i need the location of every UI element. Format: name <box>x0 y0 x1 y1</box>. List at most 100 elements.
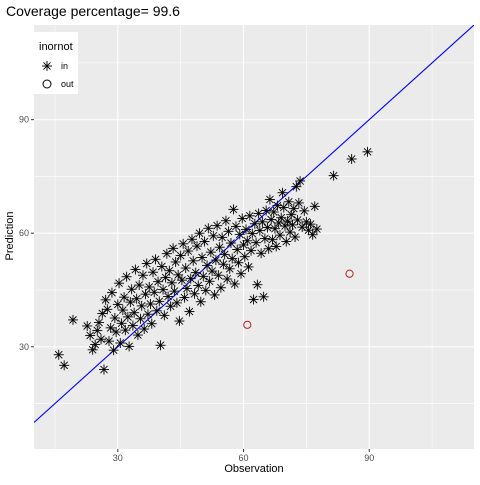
data-point-in <box>198 271 209 282</box>
data-point-in <box>222 274 233 285</box>
data-point-in <box>185 273 196 284</box>
data-point-in <box>176 275 187 286</box>
data-point-in <box>217 232 228 243</box>
data-point-in <box>207 266 218 277</box>
data-point-in <box>212 220 223 231</box>
data-point-in <box>146 318 157 329</box>
data-point-in <box>251 237 262 248</box>
data-point-in <box>288 203 299 214</box>
data-point-in <box>243 261 254 272</box>
data-point-in <box>109 313 120 324</box>
data-point-in <box>205 247 216 258</box>
data-point-in <box>209 289 220 300</box>
data-point-in <box>246 245 257 256</box>
data-point-in <box>197 252 208 263</box>
plot-panel <box>34 25 474 449</box>
data-point-in <box>115 338 126 348</box>
data-point-in <box>122 311 133 322</box>
legend-key-out-icon <box>42 79 52 89</box>
data-point-in <box>190 267 201 278</box>
data-point-in <box>127 320 138 331</box>
data-point-in <box>141 258 152 269</box>
x-axis-label: Observation <box>224 463 283 475</box>
data-point-in <box>108 345 119 356</box>
data-point-in <box>90 339 101 350</box>
x-tick-label: 30 <box>113 453 123 463</box>
data-point-in <box>178 238 189 249</box>
legend-circle-icon <box>42 79 52 89</box>
data-point-in <box>234 229 245 240</box>
data-point-in <box>278 202 289 213</box>
data-point-in <box>130 264 141 275</box>
data-point-in <box>105 322 116 333</box>
data-point-in <box>82 320 93 331</box>
data-point-in <box>193 280 204 291</box>
points-layer <box>53 146 373 375</box>
data-point-in <box>111 327 122 338</box>
data-point-in <box>277 187 288 198</box>
data-point-in <box>237 213 248 224</box>
data-point-in <box>218 259 229 270</box>
data-point-in <box>292 214 303 225</box>
data-point-in <box>268 207 279 218</box>
data-point-in <box>346 154 357 165</box>
data-point-in <box>96 334 107 345</box>
data-point-in <box>151 305 162 316</box>
x-tick-label: 60 <box>239 453 249 463</box>
data-point-in <box>254 225 265 236</box>
data-point-in <box>239 251 250 262</box>
data-point-in <box>295 175 306 186</box>
data-point-in <box>137 270 148 281</box>
legend-box <box>30 32 78 94</box>
data-point-in <box>156 261 167 272</box>
data-point-in <box>328 170 339 181</box>
data-point-in <box>163 291 174 302</box>
data-point-out <box>243 320 252 329</box>
data-point-in <box>281 236 292 247</box>
data-point-in <box>159 310 170 321</box>
data-point-in <box>257 216 268 227</box>
data-point-in <box>117 305 128 316</box>
data-point-in <box>158 284 169 295</box>
data-point-in <box>59 360 70 371</box>
data-point-in <box>195 296 206 307</box>
legend: inornot in out <box>30 32 78 94</box>
legend-label-in: in <box>61 61 68 71</box>
data-point-in <box>150 254 161 265</box>
data-point-in <box>140 289 151 300</box>
data-point-in <box>261 205 272 216</box>
data-point-in <box>224 263 235 274</box>
data-point-in <box>290 232 301 242</box>
data-point-in <box>161 248 172 259</box>
data-point-in <box>210 255 221 266</box>
data-point-in <box>85 330 96 341</box>
data-point-in <box>202 260 213 271</box>
data-point-in <box>271 241 282 252</box>
data-point-in <box>67 314 78 325</box>
data-point-in <box>121 271 132 282</box>
data-point-in <box>258 291 269 302</box>
data-point-in <box>174 316 185 327</box>
data-point-in <box>264 194 275 205</box>
data-point-in <box>155 340 166 351</box>
data-point-in <box>232 244 243 255</box>
data-point-in <box>220 215 231 226</box>
data-point-in <box>106 287 117 298</box>
data-point-in <box>293 197 304 208</box>
data-point-in <box>173 269 184 280</box>
data-point-in <box>171 297 182 308</box>
data-point-in <box>154 296 165 307</box>
data-point-in <box>253 208 264 219</box>
data-point-in <box>102 304 113 315</box>
data-point-in <box>242 235 253 246</box>
y-tick-label: 30 <box>19 342 29 352</box>
data-point-in <box>139 323 150 334</box>
data-point-in <box>98 364 109 375</box>
data-point-in <box>136 300 147 311</box>
data-point-in <box>263 243 274 254</box>
data-point-in <box>53 349 64 360</box>
data-point-in <box>175 250 186 261</box>
data-point-in <box>297 222 308 233</box>
data-point-in <box>229 278 240 289</box>
